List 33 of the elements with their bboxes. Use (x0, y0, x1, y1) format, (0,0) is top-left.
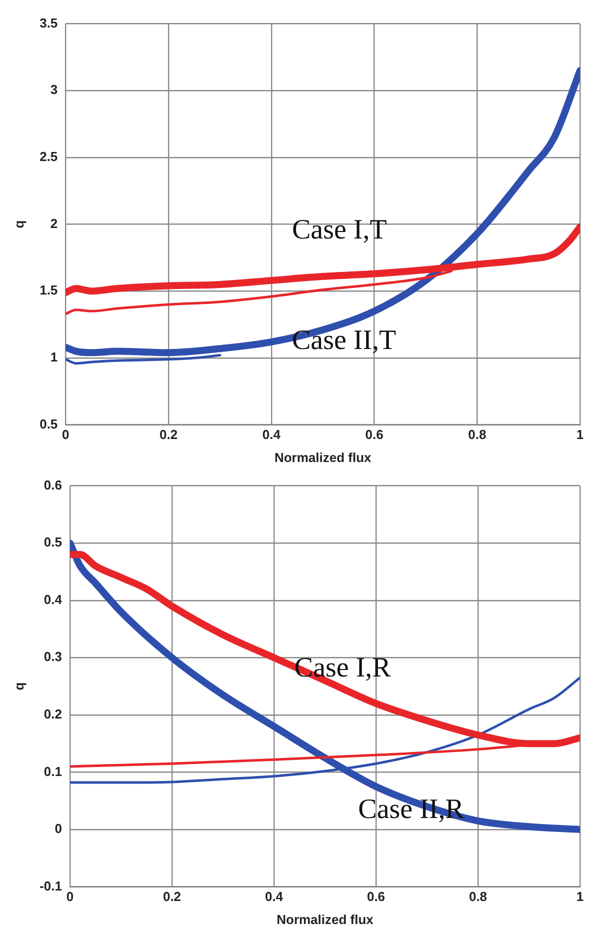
x-tick-label: 0.6 (366, 889, 386, 904)
x-axis-title: Normalized flux (276, 912, 374, 927)
y-tick-label: 0.5 (40, 416, 58, 432)
x-tick-label: 0.8 (468, 889, 488, 904)
y-tick-label: 0.5 (44, 534, 62, 550)
y-tick-label: -0.1 (40, 878, 62, 894)
y-tick-label: 0 (54, 821, 62, 836)
x-tick-label: 1 (576, 889, 584, 904)
y-tick-label: 0.4 (44, 592, 63, 607)
x-tick-label: 0.2 (162, 889, 182, 904)
x-axis-title: Normalized flux (274, 450, 372, 465)
y-tick-label: 0.2 (44, 706, 62, 722)
y-axis-title: q (11, 220, 26, 228)
y-tick-label: 3.5 (40, 15, 58, 30)
x-tick-label: 0.4 (264, 889, 284, 904)
y-tick-label: 0.3 (44, 649, 62, 664)
y-tick-label: 2.5 (40, 149, 58, 164)
y-tick-label: 1 (50, 350, 58, 365)
x-tick-label: 0 (66, 889, 74, 904)
annotation: Case II,T (292, 325, 396, 356)
annotation: Case I,T (292, 214, 387, 246)
x-tick-label: 0.8 (468, 427, 486, 442)
y-tick-label: 3 (50, 82, 58, 98)
x-tick-label: 0.2 (160, 427, 178, 442)
y-tick-label: 1.5 (40, 282, 58, 298)
x-tick-label: 1 (576, 427, 584, 442)
y-tick-label: 2 (50, 216, 58, 231)
x-tick-label: 0.6 (365, 427, 384, 442)
y-tick-label: 0.6 (44, 477, 62, 492)
y-axis-title: q (11, 682, 26, 690)
x-tick-label: 0.4 (262, 427, 282, 442)
y-tick-label: 0.1 (44, 764, 62, 779)
annotation: Case I,R (294, 652, 392, 684)
